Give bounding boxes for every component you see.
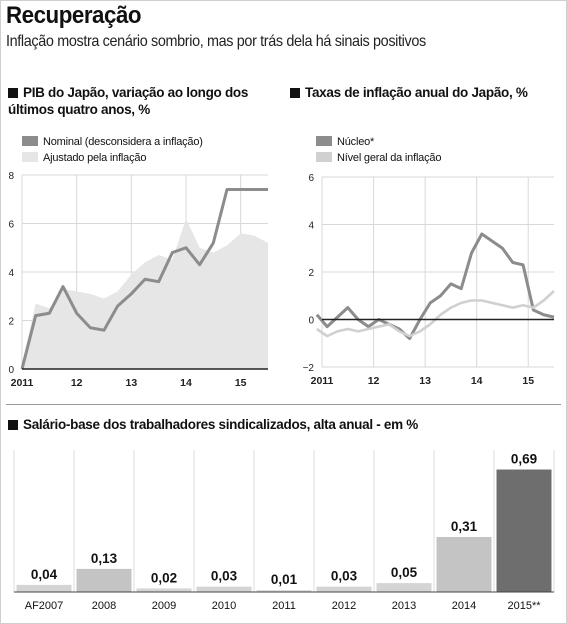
y-tick-label: 2 [8, 317, 14, 328]
bullet-square-icon [8, 88, 18, 98]
bar-2013 [376, 583, 432, 592]
y-tick-label: 0 [8, 365, 14, 376]
bar-value-label: 0,05 [391, 565, 418, 580]
bar-af2007 [16, 584, 72, 592]
series-line [315, 232, 555, 340]
gdp-legend-nominal: Nominal (desconsidera a inflação) [22, 135, 203, 149]
inflation-legend-core: Núcleo* [316, 135, 374, 149]
section-divider [6, 404, 561, 405]
category-label: 2011 [272, 600, 296, 612]
bar-value-label: 0,03 [331, 569, 358, 584]
inflation-chart-title: Taxas de inflação anual do Japão, % [290, 84, 560, 101]
y-tick-label: 4 [308, 221, 314, 232]
bar-value-label: 0,02 [151, 570, 177, 585]
legend-swatch-light [22, 152, 38, 162]
category-label: 2012 [332, 600, 356, 612]
y-tick-label: 8 [8, 171, 14, 182]
legend-swatch-light [316, 152, 332, 162]
bullet-square-icon [290, 88, 300, 98]
x-tick-label: 13 [125, 377, 137, 389]
category-label: 2008 [92, 600, 116, 612]
y-tick-label: 6 [308, 173, 314, 184]
x-tick-label: 13 [419, 375, 431, 387]
x-tick-label: 2011 [11, 377, 34, 389]
x-tick-label: 15 [522, 375, 534, 387]
y-tick-label: −2 [303, 363, 315, 374]
gdp-chart-title: PIB do Japão, variação ao longo dos últi… [8, 85, 249, 117]
x-tick-label: 12 [71, 377, 83, 389]
bar-2014 [436, 536, 492, 592]
bar-2011 [256, 590, 312, 592]
y-tick-label: 2 [308, 268, 314, 279]
legend-swatch-dark [316, 136, 332, 146]
y-tick-label: 4 [8, 268, 14, 279]
x-tick-label: 12 [368, 375, 380, 387]
inflation-chart: −2 0 2 4 6 2011 12 13 14 15 [303, 173, 555, 387]
category-label: AF2007 [25, 600, 64, 612]
bar-value-label: 0,03 [211, 569, 238, 584]
y-tick-label: 6 [8, 220, 14, 231]
bar-value-label: 0,04 [31, 567, 58, 582]
bar-value-label: 0,31 [451, 519, 478, 534]
page-title: Recuperação [6, 2, 142, 29]
x-tick-label: 14 [180, 377, 192, 389]
legend-swatch-dark [22, 136, 38, 146]
salary-chart: 0,04 AF2007 0,13 2008 0,02 2009 0,03 2010 0,01 20… [13, 450, 555, 612]
bar-2010 [196, 586, 252, 592]
series-line [20, 188, 268, 370]
gdp-legend-adjusted: Ajustado pela inflação [22, 151, 146, 165]
bullet-square-icon [8, 420, 18, 430]
gdp-chart: 0 2 4 6 8 2011 12 13 14 15 [8, 171, 268, 389]
x-tick-label: 2011 [311, 375, 334, 387]
x-tick-label: 14 [471, 375, 483, 387]
inflation-legend-general: Nível geral da inflação [316, 151, 441, 165]
category-label: 2015** [507, 600, 541, 612]
category-label: 2009 [152, 600, 176, 612]
bar-2008 [76, 568, 132, 592]
x-tick-label: 15 [235, 377, 247, 389]
bar-value-label: 0,69 [511, 452, 537, 467]
category-label: 2014 [452, 600, 476, 612]
bar-2012 [316, 586, 372, 592]
bar-2015 [496, 469, 552, 592]
salary-chart-title: Salário-base dos trabalhadores sindicali… [8, 416, 558, 433]
category-label: 2010 [212, 600, 236, 612]
page-subtitle: Inflação mostra cenário sombrio, mas por… [6, 33, 426, 50]
bar-value-label: 0,13 [91, 551, 118, 566]
bar-value-label: 0,01 [271, 572, 298, 587]
category-label: 2013 [392, 600, 416, 612]
bar-2009 [136, 588, 192, 592]
y-tick-label: 0 [308, 316, 314, 327]
